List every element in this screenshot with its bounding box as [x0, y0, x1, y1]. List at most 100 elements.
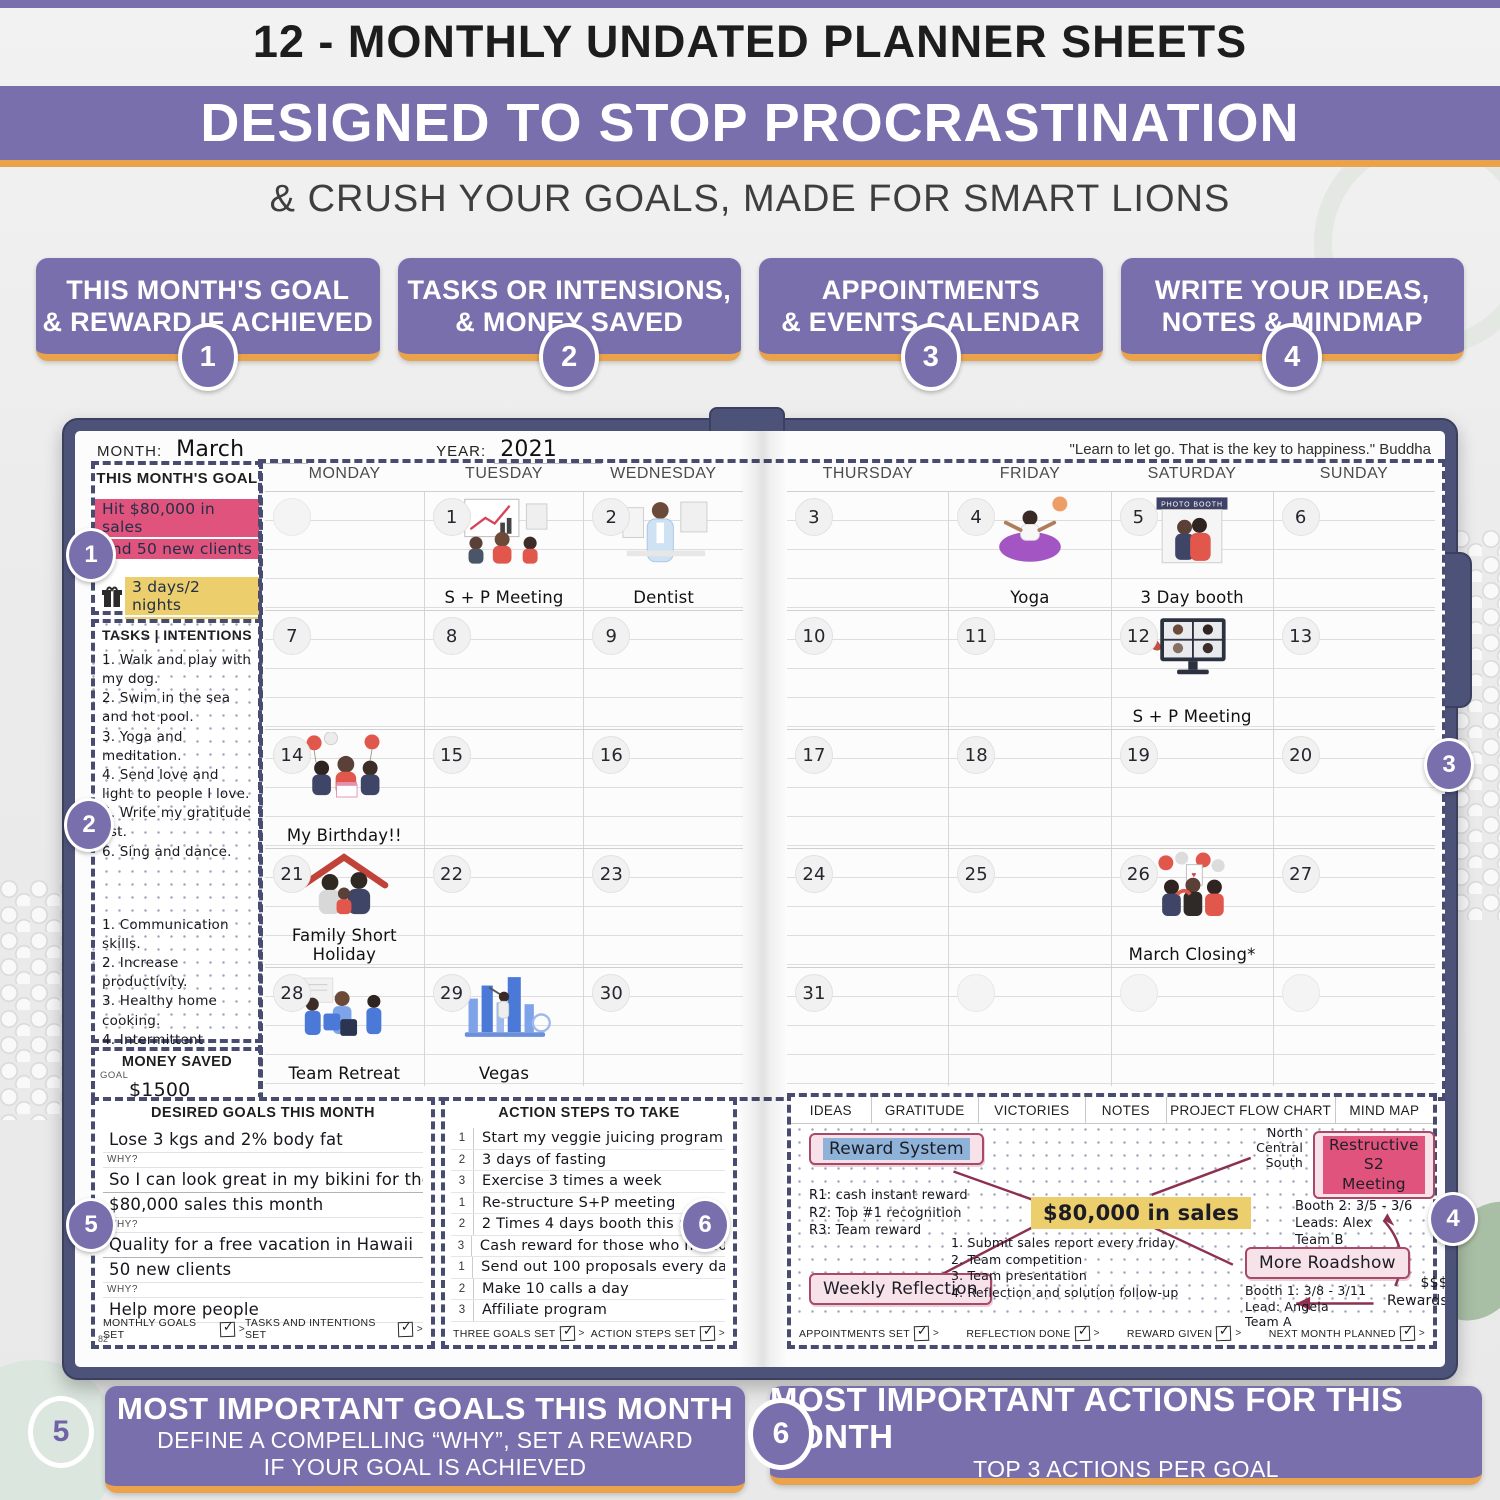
status-check-label: APPOINTMENTS SET — [799, 1327, 910, 1340]
status-check-tasks-and-intentions-set: TASKS AND INTENTIONS SET ✓ > — [245, 1317, 423, 1341]
task-item: 3. Yoga and meditation. — [102, 728, 183, 764]
callout-number-2: 2 — [539, 323, 600, 391]
action-step-row: 3 Cash reward for those who hit 100% — [451, 1235, 725, 1257]
status-check-label: THREE GOALS SET — [453, 1327, 556, 1340]
marker-4: 4 — [1428, 1192, 1478, 1246]
action-step-number: 3 — [451, 1171, 474, 1192]
mindmap-area: Reward System R1: cash instant reward R2:… — [793, 1123, 1445, 1329]
checkbox-checked-icon: ✓ — [1399, 1323, 1416, 1342]
checkbox-checked-icon: ✓ — [219, 1318, 236, 1337]
illustration-booth: PHOTO BOOTH — [1136, 494, 1248, 573]
mindmap-region: South — [1265, 1155, 1303, 1170]
task-item: 6. Sing and dance. — [102, 843, 232, 860]
banner-line: DEFINE A COMPELLING “WHY”, SET A REWARD — [157, 1426, 693, 1453]
calendar-cell: 9 — [584, 611, 744, 729]
mindmap-booth1-details: Booth 1: 3/8 - 3/11 Lead: Angela Team A — [1245, 1283, 1366, 1330]
bottom-marker-5: 5 — [28, 1396, 94, 1468]
desired-goal-row: 50 new clients — [103, 1258, 423, 1283]
mindmap-rewards-label: $$$ Rewards — [1387, 1275, 1445, 1310]
calendar-grid: 1 S + P Meeting 2 Dentist 7 8 9 14 My Birthday!!… — [265, 491, 744, 1086]
action-step-row: 2 Make 10 calls a day — [451, 1278, 725, 1300]
action-step-row: 1 Send out 100 proposals every day — [451, 1257, 725, 1279]
status-check-label: ACTION STEPS SET — [590, 1327, 696, 1340]
callout-line: TASKS OR INTENSIONS, — [407, 274, 732, 305]
chevron-right-icon: > — [1093, 1328, 1100, 1339]
event-caption: Dentist — [633, 588, 695, 607]
calendar-cell: 19 — [1111, 730, 1274, 848]
mindmap-booth1-line: Team A — [1245, 1314, 1292, 1330]
task-item: 2. Swim in the sea and hot pool. — [102, 690, 231, 726]
callout-line: APPOINTMENTS — [821, 274, 1040, 305]
gift-icon — [101, 585, 123, 614]
event-caption: S + P Meeting — [444, 588, 564, 607]
status-check-reward-given: REWARD GIVEN ✓ > — [1126, 1323, 1242, 1342]
date-circle: 22 — [432, 855, 471, 893]
calendar-cell: 5 PHOTO BOOTH 3 Day booth — [1111, 492, 1274, 610]
mindmap-booth1-line: Booth 1: 3/8 - 3/11 — [1245, 1283, 1367, 1298]
date-circle — [273, 498, 311, 536]
main-banner: DESIGNED TO STOP PROCRASTINATION — [0, 86, 1500, 167]
calendar-week-row: 31 — [787, 967, 1435, 1086]
action-steps-title: ACTION STEPS TO TAKE — [498, 1105, 680, 1121]
calendar-week-row: 28 Team Retreat 29 Vegas 30 — [265, 967, 744, 1086]
banner-line: MOST IMPORTANT ACTIONS FOR THIS MONTH — [770, 1380, 1404, 1456]
bottom-marker-6: 6 — [748, 1398, 814, 1470]
calendar-cell: 25 — [949, 849, 1112, 967]
calendar-cell: 8 — [424, 611, 585, 729]
date-circle: 14 — [273, 736, 311, 774]
illustration-birthday — [288, 731, 400, 811]
subtitle: & CRUSH YOUR GOALS, MADE FOR SMART LIONS — [269, 178, 1231, 220]
day-header-row: MONDAY TUESDAY WEDNESDAY — [265, 465, 743, 491]
chevron-right-icon: > — [718, 1328, 725, 1339]
desired-goals-title: DESIRED GOALS THIS MONTH — [151, 1105, 375, 1121]
status-check-reflection-done: REFLECTION DONE ✓ > — [966, 1323, 1100, 1342]
mindmap-node-more-roadshow: More Roadshow — [1245, 1247, 1410, 1279]
calendar-cell: 1 S + P Meeting — [424, 492, 585, 610]
date-circle: 15 — [432, 736, 471, 774]
notes-footer: APPOINTMENTS SET ✓ > REFLECTION DONE ✓ > REWAR… — [799, 1323, 1425, 1342]
calendar-cell: 17 — [787, 730, 950, 848]
action-step-text: Re-structure S+P meeting — [482, 1194, 676, 1211]
date-circle: 28 — [273, 974, 311, 1012]
page-fold-shadow — [739, 431, 787, 1367]
feature-callout-1: THIS MONTH'S GOAL & REWARD IF ACHIEVED 1 — [36, 258, 380, 391]
calendar-cell: 26 ♥ March Closing* — [1111, 849, 1274, 967]
date-circle: 24 — [795, 855, 833, 893]
mindmap-booth2-line: Leads: Alex — [1295, 1215, 1372, 1231]
calendar-cell — [1111, 968, 1274, 1086]
action-step-text: Cash reward for those who hit 100% — [479, 1237, 725, 1254]
task-item: 3. Healthy home cooking. — [102, 993, 218, 1029]
event-caption: March Closing* — [1128, 945, 1256, 964]
task-item: 2. Increase productivity. — [102, 955, 188, 991]
status-check-monthly-goals-set: MONTHLY GOALS SET ✓ > — [103, 1317, 245, 1341]
illustration-closing: ♥ — [1136, 851, 1248, 930]
status-check-label: REWARD GIVEN — [1126, 1327, 1213, 1340]
status-check-next-month-planned: NEXT MONTH PLANNED ✓ > — [1269, 1323, 1425, 1342]
calendar-cell: 28 Team Retreat — [265, 968, 425, 1086]
date-circle: 19 — [1119, 736, 1158, 774]
mindmap-node-center-goal: $80,000 in sales — [1031, 1197, 1252, 1229]
task-item: 5. Write my gratitude list. — [102, 805, 251, 841]
mindmap-node-restructive-meeting: Restructive S2 Meeting — [1313, 1131, 1435, 1200]
feature-callout-4: WRITE YOUR IDEAS, NOTES & MINDMAP 4 — [1120, 258, 1464, 391]
bottom-banner-goals: MOST IMPORTANT GOALS THIS MONTH DEFINE A … — [105, 1386, 745, 1493]
tab-mind-map: MIND MAP — [1335, 1097, 1433, 1123]
calendar-cell — [949, 968, 1112, 1086]
goal-highlight: Hit $80,000 in sales and 50 new clients — [95, 499, 259, 559]
calendar-cell — [265, 492, 425, 610]
mindmap-booth1-line: Lead: Angela — [1245, 1298, 1329, 1314]
action-steps-box: ACTION STEPS TO TAKE 1 Start my veggie ju… — [441, 1097, 737, 1349]
calendar-cell: 31 — [787, 968, 950, 1086]
date-circle: 29 — [432, 974, 471, 1012]
calendar-cell — [1273, 968, 1435, 1086]
calendar-cell: 20 — [1273, 730, 1435, 848]
action-step-row: 3 Affiliate program — [451, 1300, 725, 1322]
calendar-cell: 15 — [424, 730, 585, 848]
desired-goal-row: Quality for a free vacation in Hawaii — [103, 1233, 423, 1258]
illustration-video — [1136, 613, 1248, 692]
calendar-week-row: 10 11 12 S + P Meeting 13 — [787, 610, 1435, 729]
action-steps-footer: THREE GOALS SET ✓ > ACTION STEPS SET ✓ > — [453, 1323, 725, 1342]
mindmap-booth2-line: Team B — [1295, 1232, 1344, 1248]
mindmap-weekly-item: 2. Team competition — [951, 1251, 1083, 1267]
action-step-text: Start my veggie juicing program — [482, 1130, 724, 1147]
